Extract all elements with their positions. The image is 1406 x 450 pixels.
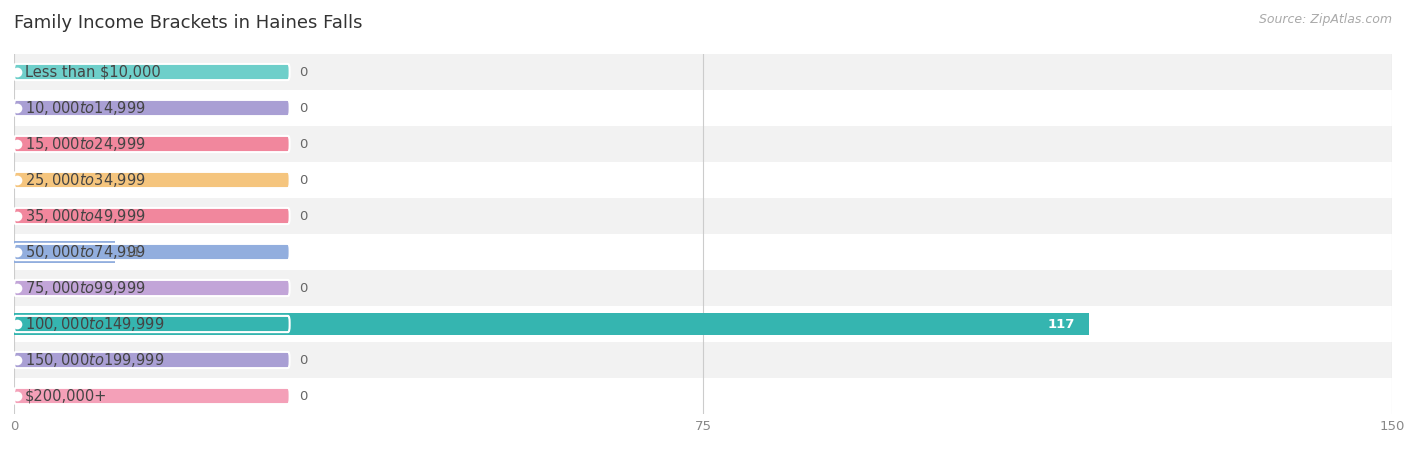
- Text: Source: ZipAtlas.com: Source: ZipAtlas.com: [1258, 14, 1392, 27]
- Bar: [14, 378, 1392, 414]
- Text: $75,000 to $99,999: $75,000 to $99,999: [25, 279, 146, 297]
- Text: $10,000 to $14,999: $10,000 to $14,999: [25, 99, 146, 117]
- Text: $25,000 to $34,999: $25,000 to $34,999: [25, 171, 146, 189]
- Text: 0: 0: [299, 390, 307, 402]
- Bar: [14, 234, 1392, 270]
- Text: $150,000 to $199,999: $150,000 to $199,999: [25, 351, 165, 369]
- Text: 11: 11: [124, 246, 141, 258]
- Bar: [14, 126, 1392, 162]
- Text: $50,000 to $74,999: $50,000 to $74,999: [25, 243, 146, 261]
- FancyBboxPatch shape: [14, 100, 290, 116]
- Bar: [14, 313, 1088, 335]
- Text: 117: 117: [1047, 318, 1076, 330]
- FancyBboxPatch shape: [14, 208, 290, 224]
- Text: $200,000+: $200,000+: [25, 388, 107, 404]
- Text: 0: 0: [299, 138, 307, 150]
- Text: 0: 0: [299, 102, 307, 114]
- Text: 0: 0: [299, 174, 307, 186]
- Bar: [14, 198, 1392, 234]
- Text: $15,000 to $24,999: $15,000 to $24,999: [25, 135, 146, 153]
- Bar: [14, 270, 1392, 306]
- Text: $35,000 to $49,999: $35,000 to $49,999: [25, 207, 146, 225]
- Text: Less than $10,000: Less than $10,000: [25, 64, 160, 80]
- Bar: [14, 54, 1392, 90]
- FancyBboxPatch shape: [14, 244, 290, 260]
- Text: 0: 0: [299, 66, 307, 78]
- FancyBboxPatch shape: [14, 172, 290, 188]
- Bar: [14, 90, 1392, 126]
- Bar: [14, 306, 1392, 342]
- Text: 0: 0: [299, 354, 307, 366]
- FancyBboxPatch shape: [14, 280, 290, 296]
- FancyBboxPatch shape: [14, 64, 290, 80]
- FancyBboxPatch shape: [14, 352, 290, 368]
- Text: $100,000 to $149,999: $100,000 to $149,999: [25, 315, 165, 333]
- Text: 0: 0: [299, 282, 307, 294]
- Text: 0: 0: [299, 210, 307, 222]
- Bar: [14, 241, 115, 263]
- Bar: [14, 162, 1392, 198]
- FancyBboxPatch shape: [14, 136, 290, 152]
- FancyBboxPatch shape: [14, 316, 290, 332]
- FancyBboxPatch shape: [14, 388, 290, 404]
- Bar: [14, 342, 1392, 378]
- Text: Family Income Brackets in Haines Falls: Family Income Brackets in Haines Falls: [14, 14, 363, 32]
